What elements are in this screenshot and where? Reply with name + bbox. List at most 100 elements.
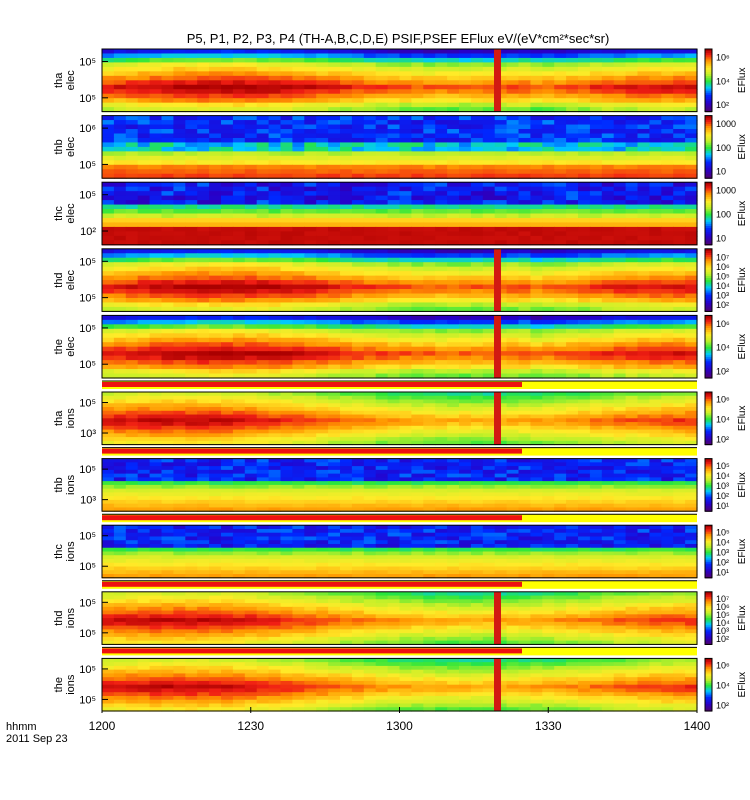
- heat-cell: [232, 204, 246, 210]
- heat-cell: [280, 351, 293, 357]
- heat-cell: [578, 120, 591, 126]
- heat-cell: [625, 351, 639, 357]
- heat-cell: [292, 93, 305, 99]
- heat-cell: [125, 200, 139, 206]
- colorbar-step: [705, 250, 712, 254]
- heat-cell: [375, 293, 389, 299]
- heat-cell: [244, 319, 258, 325]
- heat-cell: [340, 195, 353, 201]
- heat-cell: [423, 102, 436, 108]
- heat-cell: [589, 155, 603, 161]
- heat-cell: [280, 186, 293, 192]
- colorbar-step: [705, 53, 712, 56]
- heat-cell: [125, 392, 139, 397]
- heat-cell: [649, 209, 662, 215]
- heat-cell: [125, 248, 139, 254]
- colorbar-step: [705, 400, 712, 404]
- heat-cell: [518, 186, 531, 192]
- heat-cell: [423, 151, 436, 157]
- heat-cell: [554, 410, 567, 416]
- heat-cell: [304, 169, 317, 175]
- species-label: elec: [65, 270, 77, 291]
- heat-cell: [459, 488, 472, 494]
- heat-cell: [399, 186, 412, 192]
- heat-cell: [363, 399, 377, 404]
- heat-cell: [256, 473, 270, 478]
- heat-cell: [351, 89, 365, 95]
- heat-cell: [363, 466, 377, 471]
- heat-cell: [304, 53, 317, 59]
- heat-cell: [268, 89, 282, 95]
- heat-cell: [316, 142, 329, 148]
- heat-cell: [673, 355, 686, 361]
- heat-cell: [375, 66, 389, 72]
- heat-cell: [232, 373, 246, 379]
- heat-cell: [221, 418, 234, 423]
- heat-cell: [625, 155, 639, 161]
- heat-cell: [232, 469, 246, 475]
- heat-cell: [578, 182, 591, 188]
- heat-cell: [673, 200, 686, 206]
- heat-cell: [280, 142, 293, 148]
- heat-cell: [125, 333, 139, 339]
- heat-cell: [113, 89, 127, 95]
- heat-cell: [578, 492, 591, 497]
- heat-cell: [685, 324, 698, 330]
- heat-cell: [447, 262, 460, 268]
- heat-cell: [685, 200, 698, 206]
- heat-cell: [232, 209, 246, 215]
- heat-cell: [506, 488, 520, 494]
- heat-cell: [470, 437, 484, 442]
- heat-cell: [637, 355, 650, 361]
- heat-cell: [149, 364, 163, 370]
- heat-cell: [447, 360, 460, 366]
- heat-cell: [149, 62, 163, 68]
- heat-cell: [625, 231, 639, 237]
- heat-cell: [304, 289, 317, 295]
- heat-cell: [566, 186, 579, 192]
- heat-cell: [589, 477, 603, 482]
- heat-cell: [221, 477, 234, 482]
- heat-cell: [113, 284, 127, 290]
- heat-cell: [649, 414, 662, 419]
- heat-cell: [423, 160, 436, 166]
- heat-cell: [161, 346, 174, 352]
- heat-cell: [530, 355, 543, 361]
- heat-cell: [304, 93, 317, 99]
- heat-cell: [280, 204, 293, 210]
- heat-cell: [221, 84, 234, 90]
- heat-cell: [661, 240, 674, 246]
- heat-cell: [197, 169, 210, 175]
- heat-cell: [137, 492, 151, 497]
- heat-cell: [375, 248, 389, 254]
- heat-cell: [102, 235, 115, 241]
- heat-cell: [613, 133, 627, 139]
- heat-cell: [661, 351, 674, 357]
- heat-cell: [482, 120, 496, 126]
- heat-cell: [482, 289, 496, 295]
- heat-cell: [423, 466, 436, 471]
- heat-cell: [149, 289, 163, 295]
- heat-cell: [209, 360, 222, 366]
- heat-cell: [589, 151, 603, 157]
- heat-cell: [256, 204, 270, 210]
- heat-cell: [221, 466, 234, 471]
- heat-cell: [566, 164, 579, 170]
- heat-cell: [673, 466, 686, 471]
- heat-cell: [613, 466, 627, 471]
- heat-cell: [137, 315, 151, 321]
- heat-cell: [399, 275, 412, 281]
- heat-cell: [423, 284, 436, 290]
- heat-cell: [221, 429, 234, 434]
- heat-cell: [518, 425, 531, 431]
- heat-cell: [268, 142, 282, 148]
- heat-cell: [625, 477, 639, 482]
- heat-cell: [566, 213, 579, 219]
- heat-cell: [637, 395, 650, 401]
- heat-cell: [530, 173, 543, 179]
- heat-cell: [375, 469, 389, 475]
- heat-cell: [554, 137, 567, 144]
- heat-cell: [137, 182, 151, 188]
- heat-cell: [411, 271, 424, 277]
- heat-cell: [387, 425, 401, 431]
